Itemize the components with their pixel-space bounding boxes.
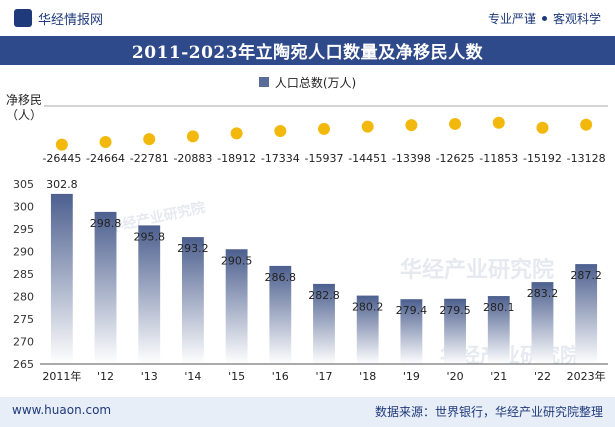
legend-swatch bbox=[258, 77, 269, 87]
tagline-right: 客观科学 bbox=[552, 12, 601, 26]
net-migration-point bbox=[580, 118, 593, 131]
net-migration-point bbox=[55, 138, 68, 151]
population-value-label: 302.8 bbox=[46, 178, 78, 191]
net-migration-value-label: -24664 bbox=[86, 152, 125, 165]
net-migration-value-label: -18912 bbox=[217, 152, 256, 165]
net-migration-value-label: -12625 bbox=[436, 152, 475, 165]
population-bar bbox=[50, 193, 73, 364]
population-bar bbox=[487, 296, 510, 364]
data-source: 数据来源：世界银行，华经产业研究院整理 bbox=[374, 405, 603, 419]
net-migration-value-label: -17334 bbox=[261, 152, 300, 165]
net-migration-value-label: -15937 bbox=[305, 152, 344, 165]
population-value-label: 282.8 bbox=[308, 289, 340, 302]
net-migration-value-label: -13398 bbox=[392, 152, 431, 165]
x-tick-label: '19 bbox=[403, 370, 420, 383]
population-bar bbox=[400, 299, 423, 364]
net-migration-point bbox=[143, 133, 156, 146]
brand-name: 华经情报网 bbox=[38, 12, 104, 28]
x-tick-label: 2011年 bbox=[42, 369, 81, 383]
net-migration-point bbox=[318, 122, 330, 135]
net-migration-series: -26445 -24664 -22781 -20883 -18912 -17334 -159… bbox=[42, 116, 606, 165]
x-tick-label: '21 bbox=[490, 370, 507, 383]
x-tick-label: '16 bbox=[272, 370, 289, 383]
population-value-label: 283.2 bbox=[527, 287, 559, 300]
population-value-label: 290.5 bbox=[221, 254, 253, 267]
site-url: www.huaon.com bbox=[12, 403, 112, 417]
net-migration-value-label: -20883 bbox=[173, 152, 212, 165]
bullet-dot-icon bbox=[541, 16, 547, 21]
top-bar: 华经情报网 专业严谨 客观科学 bbox=[0, 0, 615, 36]
population-bar bbox=[182, 237, 204, 364]
x-tick-label: '18 bbox=[359, 370, 376, 383]
chart-title: 2011-2023年立陶宛人口数量及净移民人数 bbox=[131, 43, 484, 63]
population-bar bbox=[269, 265, 292, 364]
tagline: 专业严谨 客观科学 bbox=[488, 10, 601, 27]
brand: 华经情报网 bbox=[14, 8, 103, 28]
y-tick-label: 280 bbox=[13, 291, 34, 304]
net-migration-value-label: -15192 bbox=[523, 152, 562, 165]
y-tick-label: 305 bbox=[13, 178, 34, 191]
axes: 265 270 275 280 285 290 295 300 305 2011年 '12 '13 '1… bbox=[13, 178, 608, 383]
y-tick-label: 265 bbox=[13, 358, 34, 371]
footer-bar: www.huaon.com 数据来源：世界银行，华经产业研究院整理 bbox=[0, 397, 615, 427]
huajing-logo-icon bbox=[14, 9, 32, 27]
net-migration-value-label: -14451 bbox=[348, 152, 387, 165]
population-value-label: 298.8 bbox=[90, 217, 122, 230]
x-tick-label: '12 bbox=[97, 370, 114, 383]
population-bar bbox=[356, 295, 379, 364]
y-tick-label: 290 bbox=[13, 246, 34, 259]
population-bar bbox=[138, 225, 161, 364]
x-tick-label: '14 bbox=[184, 370, 201, 383]
x-tick-label: '13 bbox=[141, 370, 158, 383]
y-tick-label: 300 bbox=[13, 201, 34, 214]
population-value-label: 280.1 bbox=[483, 301, 515, 314]
population-value-label: 293.2 bbox=[177, 242, 209, 255]
legend: 人口总数(万人) bbox=[0, 72, 615, 92]
x-tick-label: '22 bbox=[534, 370, 551, 383]
net-migration-point bbox=[405, 119, 418, 132]
net-migration-value-label: -22781 bbox=[130, 152, 169, 165]
population-value-label: 287.2 bbox=[570, 269, 602, 282]
net-migration-point bbox=[274, 125, 287, 138]
population-value-label: 280.2 bbox=[352, 301, 384, 314]
net-migration-value-label: -26445 bbox=[42, 152, 81, 165]
population-value-label: 286.8 bbox=[265, 271, 297, 284]
x-tick-label: '15 bbox=[228, 370, 245, 383]
watermark-text: 华经产业研究院 bbox=[400, 257, 554, 283]
net-migration-point bbox=[492, 116, 505, 129]
net-migration-point bbox=[449, 117, 462, 130]
y-tick-label: 275 bbox=[13, 313, 34, 326]
population-bar bbox=[444, 298, 466, 364]
y-tick-label: 285 bbox=[13, 268, 34, 281]
y-tick-label: 295 bbox=[13, 223, 34, 236]
y-tick-label: 270 bbox=[13, 336, 34, 349]
population-series: 302.8 298.8 295.8 293.2 290.5 286.8 282.8 280.2… bbox=[46, 178, 602, 364]
x-tick-label: '17 bbox=[315, 370, 332, 383]
population-bar bbox=[313, 283, 335, 364]
net-migration-point bbox=[536, 121, 549, 134]
title-bar: 2011-2023年立陶宛人口数量及净移民人数 bbox=[0, 36, 615, 65]
net-migration-point bbox=[186, 130, 199, 143]
net-migration-axis-label: 净移民 bbox=[6, 93, 42, 107]
population-value-label: 295.8 bbox=[133, 230, 165, 243]
x-tick-label: 2023年 bbox=[567, 369, 606, 383]
population-value-label: 279.4 bbox=[396, 304, 428, 317]
net-migration-value-label: -13128 bbox=[567, 152, 606, 165]
chart-area: 华经产业研究院 华经产业研究院 华经产业研究院 净移民 （人） -26445 -2… bbox=[6, 93, 608, 383]
x-tick-label: '20 bbox=[447, 370, 464, 383]
population-bar bbox=[531, 282, 554, 364]
population-bar bbox=[225, 249, 248, 364]
legend-label: 人口总数(万人) bbox=[274, 75, 357, 90]
population-bar bbox=[94, 211, 117, 364]
population-bar bbox=[575, 264, 598, 364]
net-migration-point bbox=[230, 127, 243, 140]
net-migration-point bbox=[361, 120, 374, 133]
net-migration-axis-unit: （人） bbox=[6, 108, 42, 122]
population-value-label: 279.5 bbox=[439, 304, 471, 317]
net-migration-point bbox=[99, 135, 112, 148]
tagline-left: 专业严谨 bbox=[487, 12, 536, 26]
net-migration-value-label: -11853 bbox=[479, 152, 518, 165]
